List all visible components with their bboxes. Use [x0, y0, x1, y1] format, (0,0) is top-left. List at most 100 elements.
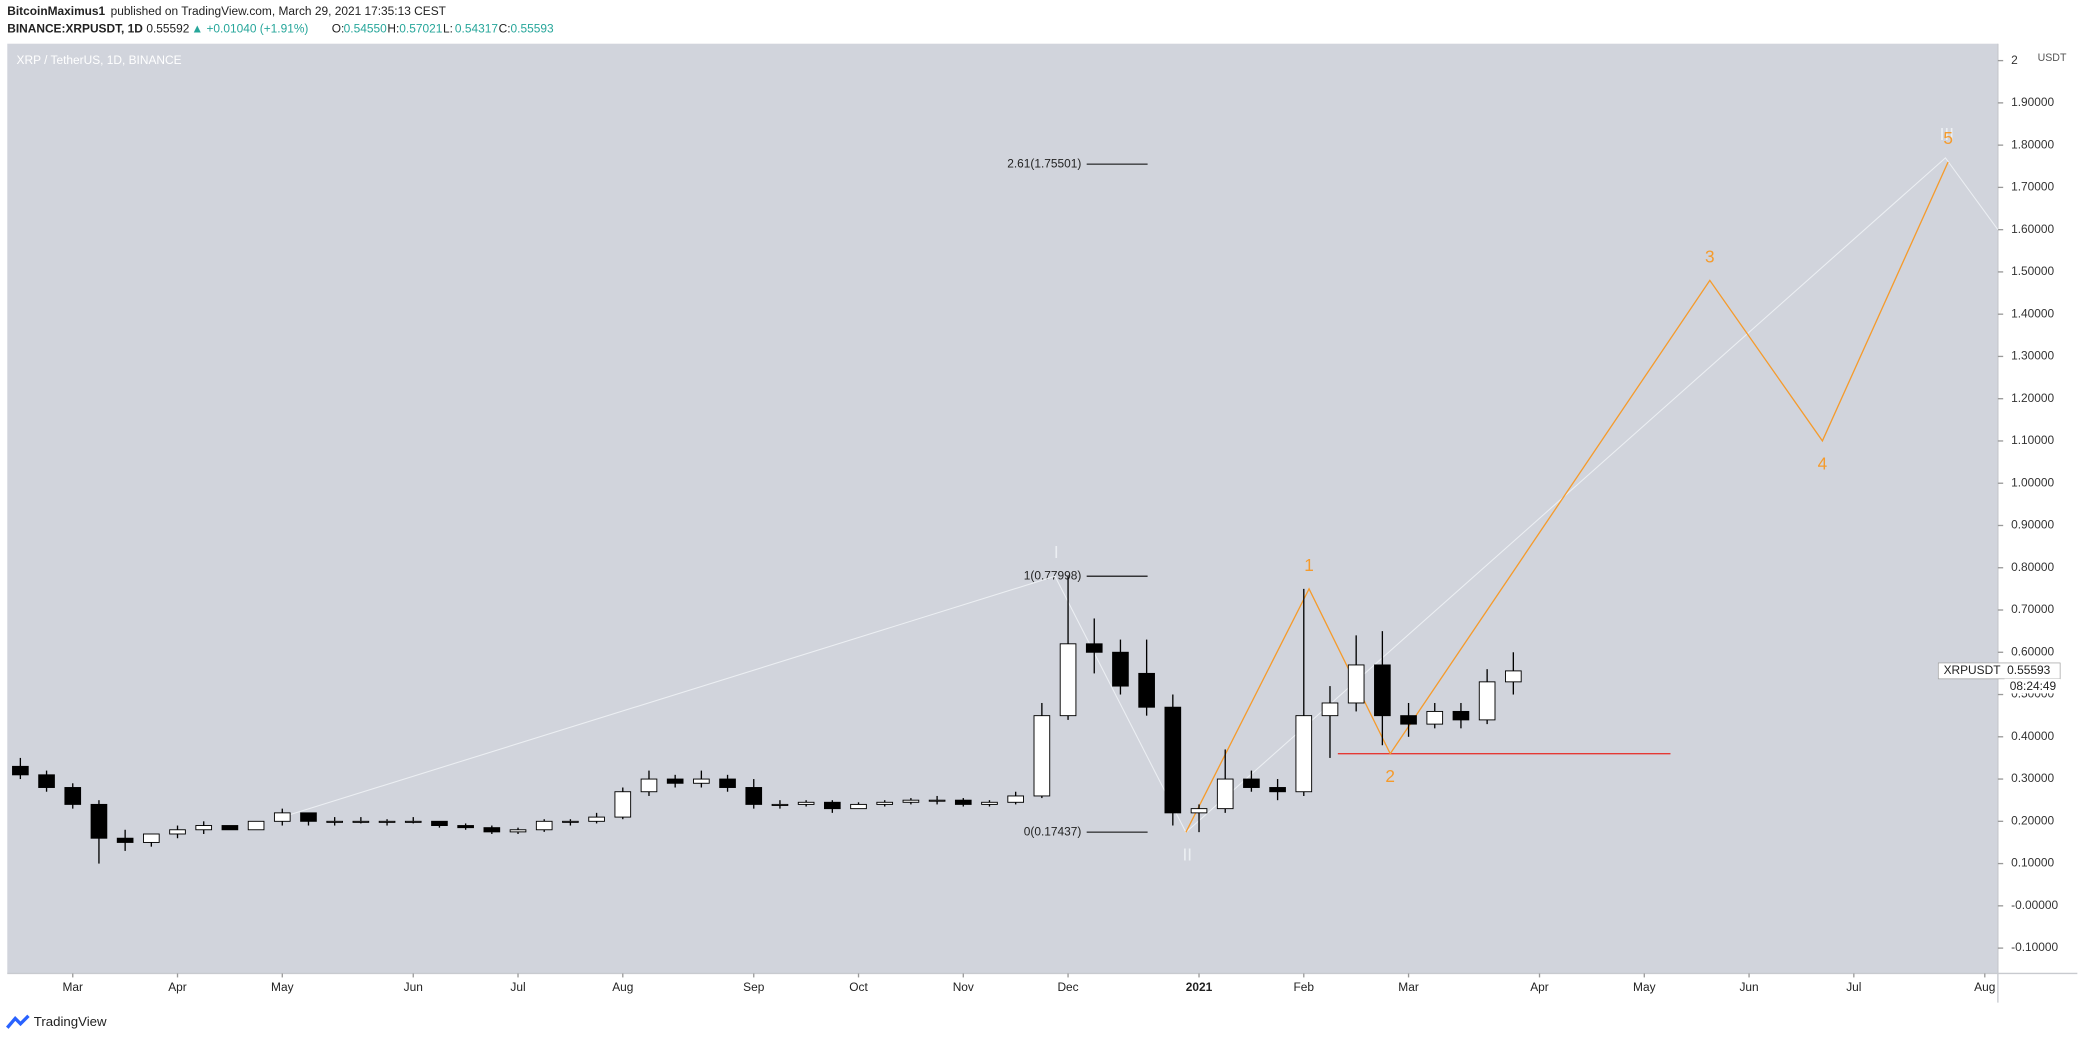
- candle-body: [902, 799, 920, 803]
- candle-body: [1374, 664, 1391, 717]
- candle-body: [1085, 643, 1103, 653]
- wave-label: 3: [1705, 246, 1715, 266]
- y-tick-label: 1.70000: [2011, 180, 2054, 194]
- candle-body: [771, 803, 789, 806]
- price-tag-value: 0.55593: [2007, 663, 2050, 677]
- change: ▲ +0.01040 (+1.91%): [191, 21, 308, 35]
- candle-body: [1190, 808, 1208, 814]
- published: published on TradingView.com, March 29, …: [111, 4, 446, 18]
- x-tick-label: 2021: [1186, 980, 1213, 994]
- x-tick-label: May: [1633, 980, 1656, 994]
- candle-body: [876, 801, 894, 805]
- x-tick-label: Jun: [404, 980, 423, 994]
- y-tick-label: 1.10000: [2011, 433, 2054, 447]
- ohlc-key: O:: [332, 21, 345, 35]
- x-tick-label: Jul: [510, 980, 525, 994]
- candle-body: [981, 801, 998, 805]
- candle-body: [928, 799, 946, 802]
- candle-body: [143, 833, 160, 843]
- y-tick-label: 1.50000: [2011, 264, 2054, 278]
- candle-body: [431, 820, 448, 827]
- candle-body: [1347, 664, 1365, 704]
- price-tag: [1937, 662, 2061, 680]
- y-unit: USDT: [2038, 52, 2067, 64]
- quote: 0.55592: [146, 21, 189, 35]
- y-tick-label: 1.00000: [2011, 475, 2054, 489]
- x-tick-label: Jun: [1739, 980, 1758, 994]
- candle-body: [1243, 778, 1260, 788]
- candle-body: [535, 820, 553, 831]
- x-tick-label: Jul: [1846, 980, 1861, 994]
- candle-body: [457, 825, 474, 829]
- candle-body: [38, 774, 55, 788]
- y-tick-label: 0.30000: [2011, 771, 2054, 785]
- price-tag-name: XRPUSDT: [1944, 663, 2001, 677]
- plot-area: [7, 43, 1998, 974]
- candle-body: [745, 787, 763, 805]
- candle-body: [614, 791, 632, 818]
- y-tick-label: 1.40000: [2011, 306, 2054, 320]
- candle-body: [562, 820, 579, 823]
- candle-body: [1505, 670, 1522, 683]
- candle-body: [588, 816, 605, 822]
- candle-body: [1112, 651, 1129, 687]
- candle-body: [1033, 715, 1051, 797]
- candle-body: [116, 837, 134, 843]
- x-tick-label: May: [271, 980, 294, 994]
- candle-body: [693, 778, 710, 784]
- x-tick-label: Apr: [1530, 980, 1549, 994]
- candle-body: [1452, 710, 1470, 721]
- x-tick-label: Mar: [62, 980, 83, 994]
- candle-body: [1321, 702, 1339, 717]
- wave-label: 5: [1943, 128, 1953, 148]
- candle-body: [719, 778, 736, 788]
- candle-body: [1295, 715, 1313, 793]
- wave-label: I: [1054, 542, 1059, 562]
- y-tick-label: 0.90000: [2011, 518, 2054, 532]
- wave-label: III: [1940, 124, 1954, 144]
- chart-title: XRP / TetherUS, 1D, BINANCE: [17, 53, 182, 67]
- candle-body: [90, 803, 108, 839]
- candle-body: [169, 829, 186, 835]
- author: BitcoinMaximus1: [7, 4, 105, 18]
- candle-body: [1138, 672, 1155, 708]
- y-tick-label: -0.10000: [2011, 940, 2058, 954]
- candle-body: [404, 820, 422, 823]
- symbol: BINANCE:XRPUSDT, 1D: [7, 21, 143, 35]
- fib-label: 2.61(1.75501): [1007, 156, 1081, 170]
- candle-body: [221, 825, 239, 831]
- candle-body: [1426, 710, 1444, 725]
- ohlc-value: 0.57021: [399, 21, 442, 35]
- y-tick-label: 0.70000: [2011, 602, 2054, 616]
- y-tick-label: 0.20000: [2011, 813, 2054, 827]
- ohlc-key: L:: [443, 21, 453, 35]
- x-tick-label: Dec: [1057, 980, 1078, 994]
- candle-body: [247, 820, 265, 831]
- candle-body: [640, 778, 658, 793]
- y-tick-label: 1.90000: [2011, 95, 2054, 109]
- logo: [6, 1014, 30, 1029]
- candle-body: [824, 801, 841, 810]
- fib-label: 1(0.77998): [1024, 568, 1082, 582]
- fib-label: 0(0.17437): [1024, 824, 1082, 838]
- y-tick-label: 2: [2011, 53, 2018, 67]
- ohlc-value: 0.54317: [455, 21, 498, 35]
- candle-body: [64, 787, 82, 805]
- candle-body: [352, 820, 370, 823]
- ohlc-key: C:: [499, 21, 511, 35]
- candle-body: [483, 827, 501, 833]
- candle-body: [195, 825, 213, 831]
- y-tick-label: 0.60000: [2011, 644, 2054, 658]
- candle-body: [12, 765, 29, 776]
- wave-label: 1: [1304, 555, 1314, 575]
- candle-body: [1059, 643, 1077, 717]
- wave-label: 4: [1818, 453, 1828, 473]
- x-tick-label: Feb: [1294, 980, 1315, 994]
- candle-body: [954, 799, 972, 805]
- candle-body: [378, 820, 396, 823]
- x-tick-label: Mar: [1398, 980, 1419, 994]
- x-tick-label: Sep: [743, 980, 765, 994]
- candle-body: [273, 812, 291, 822]
- footer: TradingView: [34, 1014, 107, 1029]
